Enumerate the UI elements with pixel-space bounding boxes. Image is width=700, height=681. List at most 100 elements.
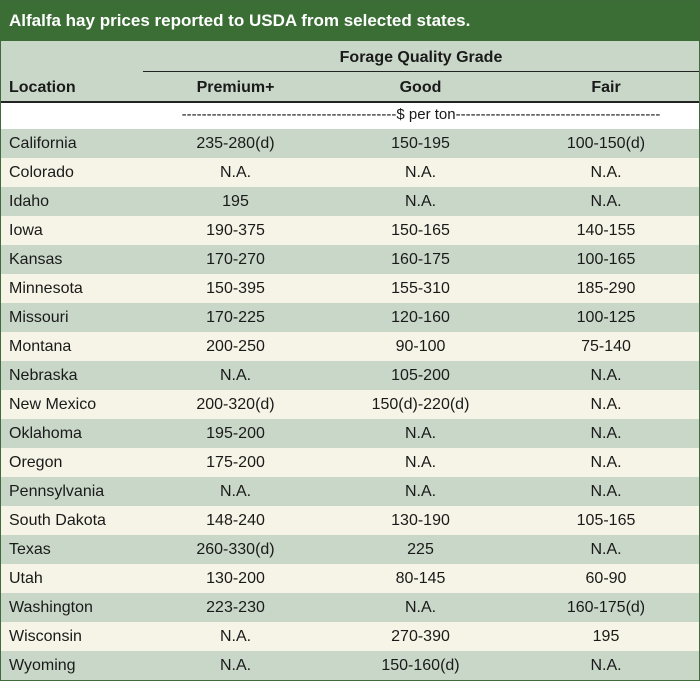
fair-cell: N.A.	[590, 164, 622, 181]
fair-cell: 105-165	[576, 512, 636, 529]
fair-cell: N.A.	[590, 657, 622, 674]
premium-cell: 200-250	[206, 338, 265, 355]
table-row: Washington 223-230 N.A. 160-175(d)	[1, 593, 699, 622]
good-cell: 270-390	[391, 628, 450, 645]
fair-cell: N.A.	[590, 483, 622, 500]
location-cell: Colorado	[9, 164, 74, 181]
premium-cell: 190-375	[206, 222, 265, 239]
premium-column-header: Premium+	[196, 79, 275, 96]
location-cell: Missouri	[9, 309, 69, 326]
fair-cell: N.A.	[590, 541, 622, 558]
table-row: Missouri 170-225 120-160 100-125	[1, 303, 699, 332]
premium-cell: N.A.	[219, 628, 252, 645]
table-title: Alfalfa hay prices reported to USDA from…	[1, 1, 699, 41]
premium-cell: N.A.	[219, 164, 252, 181]
premium-cell: 195-200	[206, 425, 265, 442]
good-cell: N.A.	[404, 454, 437, 471]
location-column-header: Location	[9, 79, 76, 96]
location-cell: California	[9, 135, 77, 152]
premium-cell: 200-320(d)	[196, 396, 275, 413]
fair-cell: 100-125	[576, 309, 636, 326]
table-row: Wyoming N.A. 150-160(d) N.A.	[1, 651, 699, 680]
table-row: Colorado N.A. N.A. N.A.	[1, 158, 699, 187]
good-cell: N.A.	[404, 599, 437, 616]
table-row: Idaho 195 N.A. N.A.	[1, 187, 699, 216]
good-cell: 150-160(d)	[381, 657, 460, 674]
table-row: Nebraska N.A. 105-200 N.A.	[1, 361, 699, 390]
premium-cell: 150-395	[206, 280, 265, 297]
location-cell: New Mexico	[9, 396, 97, 413]
group-underline	[143, 71, 699, 72]
fair-cell: 140-155	[576, 222, 636, 239]
fair-cell: 185-290	[576, 280, 636, 297]
premium-cell: 170-270	[206, 251, 265, 268]
premium-cell: 148-240	[206, 512, 265, 529]
forage-grade-group-header: Forage Quality Grade	[339, 49, 503, 66]
good-cell: 120-160	[391, 309, 450, 326]
location-cell: Iowa	[9, 222, 43, 239]
premium-cell: 260-330(d)	[196, 541, 275, 558]
location-cell: Montana	[9, 338, 72, 355]
table-row: Texas 260-330(d) 225 N.A.	[1, 535, 699, 564]
location-cell: Utah	[9, 570, 43, 587]
good-cell: 150-195	[391, 135, 450, 152]
good-cell: 150-165	[391, 222, 450, 239]
table-row: Pennsylvania N.A. N.A. N.A.	[1, 477, 699, 506]
premium-cell: 130-200	[206, 570, 265, 587]
table-row: California 235-280(d) 150-195 100-150(d)	[1, 129, 699, 158]
fair-cell: 160-175(d)	[566, 599, 646, 616]
location-cell: Washington	[9, 599, 93, 616]
location-cell: Texas	[9, 541, 51, 558]
premium-cell: 175-200	[206, 454, 265, 471]
table-row: Wisconsin N.A. 270-390 195	[1, 622, 699, 651]
table-row: South Dakota 148-240 130-190 105-165	[1, 506, 699, 535]
table-row: Oklahoma 195-200 N.A. N.A.	[1, 419, 699, 448]
location-cell: Oregon	[9, 454, 63, 471]
good-cell: 150(d)-220(d)	[371, 396, 470, 413]
table-row: Montana 200-250 90-100 75-140	[1, 332, 699, 361]
table-row: New Mexico 200-320(d) 150(d)-220(d) N.A.	[1, 390, 699, 419]
table-row: Iowa 190-375 150-165 140-155	[1, 216, 699, 245]
good-cell: N.A.	[404, 193, 437, 210]
location-cell: Oklahoma	[9, 425, 82, 442]
location-cell: Nebraska	[9, 367, 78, 384]
location-cell: Idaho	[9, 193, 50, 210]
fair-cell: N.A.	[590, 193, 622, 210]
good-cell: 105-200	[391, 367, 450, 384]
good-cell: 90-100	[395, 338, 446, 355]
fair-cell: N.A.	[590, 454, 622, 471]
good-cell: N.A.	[404, 483, 437, 500]
location-cell: Pennsylvania	[9, 483, 105, 500]
fair-cell: 75-140	[581, 338, 631, 355]
good-cell: 80-145	[395, 570, 446, 587]
table-row: Minnesota 150-395 155-310 185-290	[1, 274, 699, 303]
good-cell: 160-175	[391, 251, 450, 268]
table-row: Utah 130-200 80-145 60-90	[1, 564, 699, 593]
table-row: Oregon 175-200 N.A. N.A.	[1, 448, 699, 477]
good-cell: 130-190	[391, 512, 450, 529]
premium-cell: 235-280(d)	[196, 135, 275, 152]
premium-cell: N.A.	[219, 657, 252, 674]
location-cell: South Dakota	[9, 512, 106, 529]
fair-cell: 100-150(d)	[566, 135, 646, 152]
premium-cell: 195	[222, 193, 249, 210]
fair-cell: 60-90	[585, 570, 627, 587]
table-body: California 235-280(d) 150-195 100-150(d) Col…	[1, 129, 699, 680]
table-row: Kansas 170-270 160-175 100-165	[1, 245, 699, 274]
good-column-header: Good	[399, 79, 442, 96]
table-header: Forage Quality Grade Location Premium+ G…	[1, 41, 699, 103]
unit-row: ----------------------------------------…	[1, 103, 699, 129]
location-cell: Kansas	[9, 251, 63, 268]
good-cell: N.A.	[404, 164, 437, 181]
location-cell: Wyoming	[9, 657, 76, 674]
premium-cell: 170-225	[206, 309, 265, 326]
fair-cell: 195	[592, 628, 620, 645]
fair-column-header: Fair	[591, 79, 621, 96]
premium-cell: 223-230	[206, 599, 265, 616]
premium-cell: N.A.	[219, 483, 252, 500]
good-cell: 155-310	[391, 280, 450, 297]
location-cell: Minnesota	[9, 280, 83, 297]
location-cell: Wisconsin	[9, 628, 82, 645]
premium-cell: N.A.	[219, 367, 252, 384]
